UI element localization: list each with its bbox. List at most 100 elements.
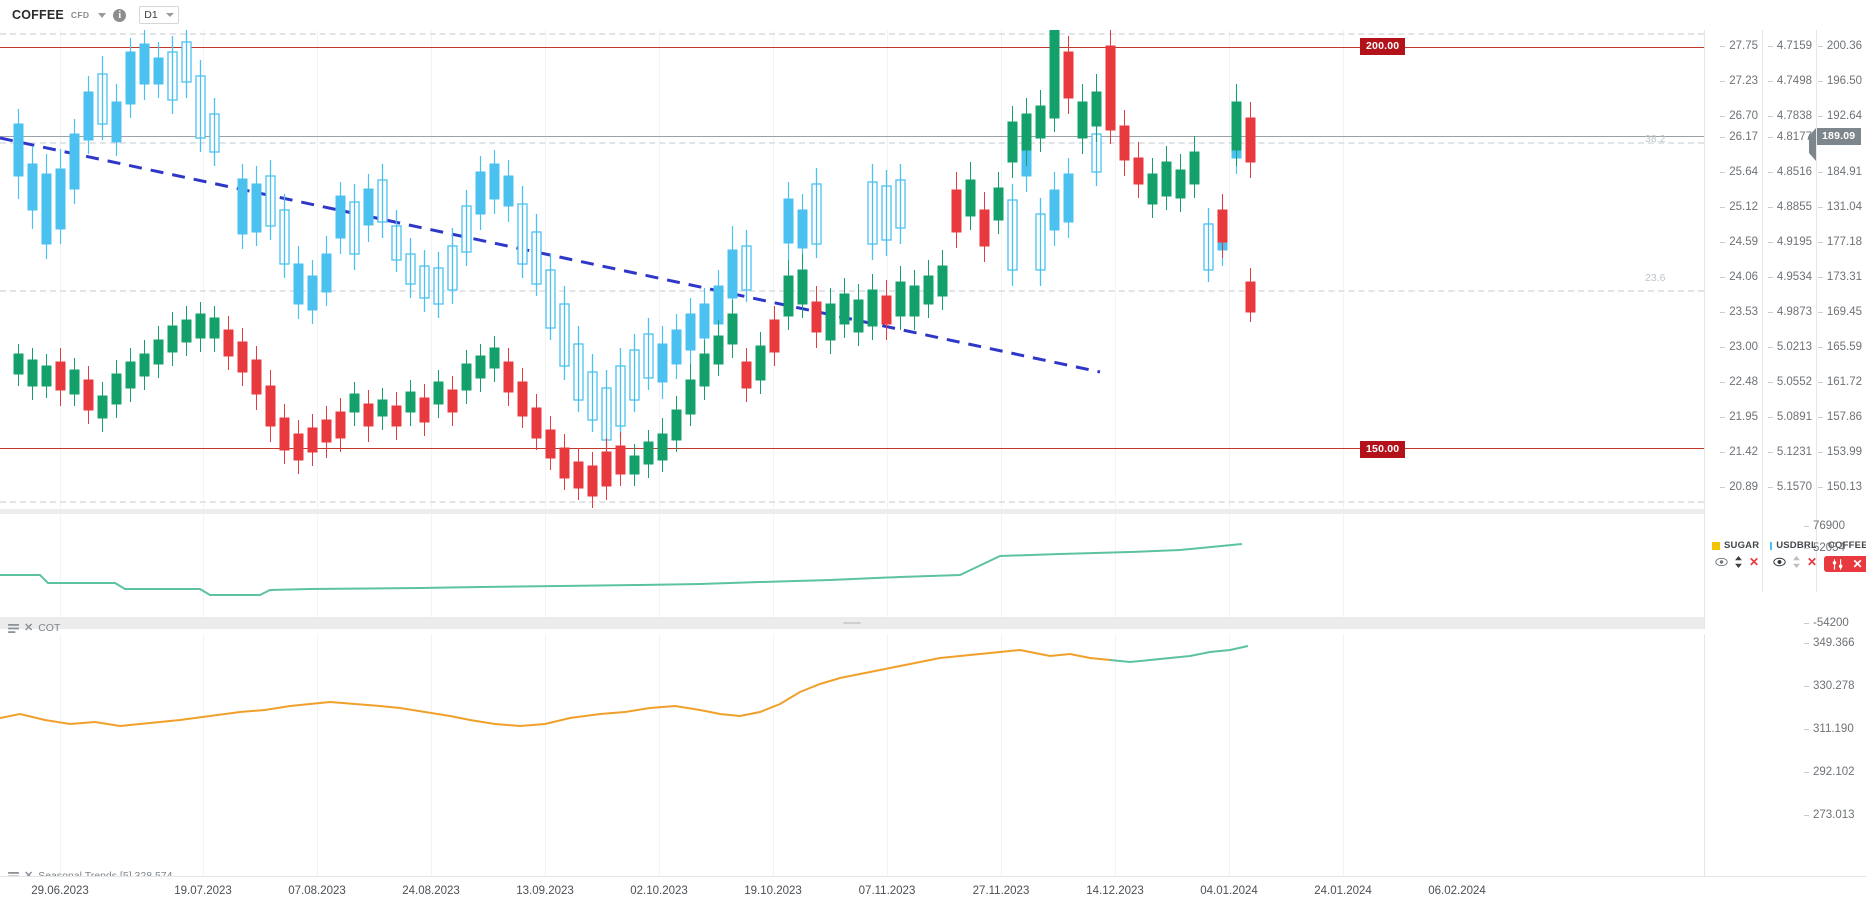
support-line-150[interactable] xyxy=(0,448,1704,449)
grid-line-v xyxy=(1229,634,1230,876)
legend-label-row: COFFEE xyxy=(1824,540,1866,551)
color-swatch xyxy=(1770,541,1773,550)
fib-level-line-38 xyxy=(0,142,1704,144)
legend-item-usdbrl[interactable]: USDBRL ✕ xyxy=(1763,540,1817,568)
current-price-tag[interactable]: 189.09 xyxy=(1808,128,1862,161)
axis-tick: 273.013 xyxy=(1804,809,1855,821)
cot-axis[interactable]: 76900 52054 -54200 xyxy=(1704,514,1866,629)
axis-tick: 26.17 xyxy=(1720,131,1758,143)
grid-line-v xyxy=(1343,14,1344,509)
axis-tick: 150.13 xyxy=(1817,481,1862,493)
axis-tick: 4.8177 xyxy=(1767,131,1812,143)
grid-line-v xyxy=(545,634,546,876)
seasonal-axis[interactable]: 349.366 330.278 311.190 292.102 273.013 xyxy=(1704,634,1866,876)
legend-label-row: SUGAR xyxy=(1712,540,1763,551)
axis-tick: 5.0891 xyxy=(1767,411,1812,423)
pane-resizer-seasonal[interactable] xyxy=(0,617,1704,629)
date-tick: 29.06.2023 xyxy=(31,885,89,897)
axis-tick: 5.1231 xyxy=(1767,446,1812,458)
price-axis-usdbrl[interactable]: 4.7159 4.7498 4.7838 4.8177 4.8516 4.885… xyxy=(1762,0,1817,592)
grid-line-v xyxy=(1115,634,1116,876)
main-price-pane[interactable] xyxy=(0,14,1704,509)
date-tick: 19.10.2023 xyxy=(744,885,802,897)
grid-line-v xyxy=(773,14,774,509)
current-price-line[interactable] xyxy=(0,136,1704,137)
grid-line-v xyxy=(317,14,318,509)
timeframe-value: D1 xyxy=(144,9,158,21)
fib-level-line-23 xyxy=(0,290,1704,292)
cot-line-series[interactable] xyxy=(0,514,1704,629)
close-icon[interactable]: ✕ xyxy=(1749,555,1760,569)
grid-line-v xyxy=(1229,514,1230,629)
axis-tick: 4.9873 xyxy=(1767,306,1812,318)
chart-toolbar: COFFEE CFD i D1 xyxy=(0,0,1866,30)
seasonal-line-series[interactable] xyxy=(0,634,1704,876)
settings-icon[interactable] xyxy=(8,623,19,633)
grid-line-v xyxy=(60,634,61,876)
close-icon[interactable]: ✕ xyxy=(24,621,34,634)
date-tick: 14.12.2023 xyxy=(1086,885,1144,897)
candlestick-series[interactable] xyxy=(0,14,1704,509)
grid-line-v xyxy=(431,634,432,876)
symbol-name[interactable]: COFFEE xyxy=(12,8,64,22)
grid-line-v xyxy=(60,14,61,509)
grid-line-v xyxy=(1001,514,1002,629)
resistance-price-tag[interactable]: 200.00 xyxy=(1360,38,1406,55)
date-axis[interactable]: 29.06.2023 19.07.2023 07.08.2023 24.08.2… xyxy=(0,876,1866,909)
axis-tick: 76900 xyxy=(1804,520,1845,532)
eye-icon[interactable] xyxy=(1773,557,1786,567)
axis-tick: 4.9195 xyxy=(1767,236,1812,248)
grid-line-v xyxy=(659,514,660,629)
date-tick: 06.02.2024 xyxy=(1428,885,1486,897)
axis-tick: 349.366 xyxy=(1804,637,1855,649)
axis-tick: 22.48 xyxy=(1720,376,1758,388)
grid-line-v xyxy=(1001,634,1002,876)
legend-item-sugar[interactable]: SUGAR ✕ xyxy=(1705,540,1763,568)
close-icon[interactable]: ✕ xyxy=(24,870,33,882)
legend-label-row: USDBRL xyxy=(1770,540,1817,551)
grid-line-v xyxy=(1343,634,1344,876)
close-icon[interactable]: ✕ xyxy=(1852,557,1863,571)
legend-controls[interactable]: ✕ xyxy=(1770,556,1817,568)
up-down-arrows-icon[interactable] xyxy=(1734,556,1743,568)
timeframe-select[interactable]: D1 xyxy=(139,6,180,24)
grid-line-v xyxy=(1001,14,1002,509)
cot-indicator-pane[interactable] xyxy=(0,514,1704,629)
price-axis-coffee[interactable]: 200.36 196.50 192.64 184.91 131.04 177.1… xyxy=(1816,0,1866,592)
support-price-tag[interactable]: 150.00 xyxy=(1360,441,1406,458)
date-tick: 27.11.2023 xyxy=(972,885,1030,897)
legend-controls[interactable]: ✕ xyxy=(1824,556,1866,572)
eye-icon[interactable] xyxy=(1715,557,1728,567)
settings-sliders-icon[interactable] xyxy=(1831,558,1845,570)
axis-tick: 5.0552 xyxy=(1767,376,1812,388)
chevron-down-icon[interactable] xyxy=(98,12,107,18)
grid-line-v xyxy=(60,514,61,629)
close-icon[interactable]: ✕ xyxy=(1806,555,1817,569)
date-tick: 07.11.2023 xyxy=(858,885,916,897)
legend-item-coffee[interactable]: COFFEE ✕ xyxy=(1817,540,1866,572)
seasonal-trends-pane[interactable] xyxy=(0,634,1704,876)
price-axis-sugar[interactable]: 27.75 27.23 26.70 26.17 25.64 25.12 24.5… xyxy=(1704,0,1762,592)
grid-line-v xyxy=(887,514,888,629)
axis-tick: 27.23 xyxy=(1720,75,1758,87)
info-icon[interactable]: i xyxy=(113,8,127,22)
grid-line-v xyxy=(545,514,546,629)
axis-tick: 5.1570 xyxy=(1767,481,1812,493)
cot-indicator-title[interactable]: ✕ COT xyxy=(8,622,60,634)
up-down-arrows-icon[interactable] xyxy=(1792,556,1801,568)
axis-tick: 20.89 xyxy=(1720,481,1758,493)
fib-level-line-50 xyxy=(0,33,1704,35)
axis-tick: 165.59 xyxy=(1817,341,1862,353)
legend-controls[interactable]: ✕ xyxy=(1712,556,1763,568)
axis-tick: 192.64 xyxy=(1817,110,1862,122)
axis-tick: 161.72 xyxy=(1817,376,1862,388)
axis-tick: 196.50 xyxy=(1817,75,1862,87)
axis-tick: 131.04 xyxy=(1817,201,1862,213)
resistance-line-200[interactable] xyxy=(0,47,1704,48)
axis-tick: 27.75 xyxy=(1720,40,1758,52)
grid-line-v xyxy=(887,14,888,509)
fib-label-23: 23.6 xyxy=(1645,272,1666,284)
axis-tick: 4.7159 xyxy=(1767,40,1812,52)
axis-tick: 311.190 xyxy=(1804,723,1854,735)
